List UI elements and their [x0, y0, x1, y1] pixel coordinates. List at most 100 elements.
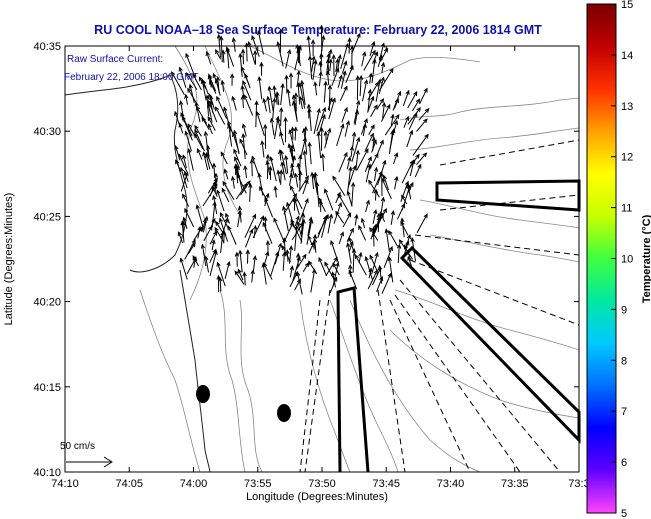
current-vector [179, 123, 184, 134]
current-vector [364, 157, 372, 172]
current-vector-head [251, 155, 256, 161]
current-vector [209, 180, 217, 197]
current-vector-head [306, 35, 311, 41]
current-vector [341, 61, 347, 74]
current-vector-head [250, 269, 255, 275]
current-vector-head [290, 126, 295, 132]
current-vector-head [187, 87, 192, 93]
current-vector-head [214, 226, 219, 232]
current-vector [364, 133, 374, 151]
current-vector [342, 213, 352, 228]
current-vector [408, 113, 418, 130]
current-vector [306, 219, 313, 245]
current-vector [242, 49, 244, 65]
current-vector [381, 104, 391, 122]
current-vector-head [313, 59, 318, 65]
current-vector [336, 124, 344, 147]
current-vector [233, 149, 242, 167]
current-vector [237, 269, 244, 281]
current-vector [216, 96, 227, 119]
current-vector [297, 163, 301, 177]
current-vector [233, 130, 240, 155]
current-vector [418, 108, 430, 121]
current-vector [411, 99, 420, 112]
current-vector-head [223, 168, 228, 174]
y-tick-label: 40:20 [33, 297, 61, 309]
y-tick-label: 40:35 [33, 41, 61, 53]
x-tick-label: 73:40 [437, 478, 465, 490]
current-vector-head [260, 215, 264, 221]
current-vector-head [263, 216, 268, 222]
current-vector-head [279, 131, 284, 137]
current-vector-head [349, 227, 354, 233]
current-vector-head [343, 106, 348, 112]
current-vector-head [423, 213, 428, 219]
y-tick-label: 40:15 [33, 382, 61, 394]
current-vector [328, 98, 336, 120]
current-vector [363, 50, 376, 71]
radar-radial-lines [299, 139, 580, 473]
current-vector [281, 162, 286, 181]
current-vector-head [346, 242, 351, 248]
current-vector-head [203, 130, 209, 136]
current-vector-head [235, 165, 240, 171]
current-vector-head [380, 61, 386, 67]
current-vector-head [207, 74, 212, 80]
current-vector-head [281, 245, 286, 251]
current-vector [193, 227, 203, 241]
current-vector-head [371, 49, 376, 55]
current-vector [202, 216, 208, 233]
current-vector-head [324, 261, 329, 267]
current-vector-head [342, 70, 347, 76]
current-vector-head [216, 274, 221, 280]
current-vector-head [243, 164, 248, 171]
colorbar-tick-label: 12 [621, 152, 633, 164]
current-vector [333, 202, 342, 224]
current-vector-head [369, 132, 374, 138]
current-vector [367, 89, 371, 113]
current-vector [393, 98, 399, 109]
current-vector-head [373, 166, 379, 172]
current-vector [281, 245, 291, 263]
current-vector-head [300, 212, 306, 218]
current-vector-head [387, 272, 392, 278]
current-vector [189, 84, 195, 104]
current-vector-head [370, 95, 375, 101]
current-vector-head [265, 153, 271, 159]
current-vector [372, 52, 378, 64]
current-vector-head [371, 40, 376, 46]
current-vector [207, 116, 216, 131]
current-vector-head [290, 162, 295, 168]
current-vector [263, 98, 267, 112]
current-vector [325, 257, 338, 276]
current-vector-head [216, 261, 221, 267]
current-vector-head [289, 185, 295, 191]
current-vector-head [332, 175, 337, 181]
current-vector [192, 73, 202, 91]
current-vector [224, 169, 229, 180]
current-vector-head [194, 101, 199, 107]
current-vector [298, 175, 309, 192]
current-vector-head [262, 221, 267, 227]
current-vector [332, 176, 346, 197]
current-vector-head [263, 262, 268, 268]
current-vector-head [284, 154, 289, 160]
current-vector-head [215, 48, 220, 55]
current-vector-head [288, 72, 294, 78]
current-vector-head [416, 106, 421, 112]
current-vector [273, 86, 276, 98]
current-vector-head [307, 55, 313, 61]
current-vector-head [289, 221, 294, 227]
current-vector-head [302, 253, 307, 259]
current-vector-head [380, 76, 385, 82]
current-vector-head [174, 144, 179, 150]
current-vector [353, 100, 360, 124]
current-vector-head [286, 201, 291, 207]
current-vector [401, 195, 408, 205]
current-vector-head [196, 148, 201, 154]
current-vector-head [192, 256, 197, 262]
current-vector-head [340, 123, 345, 129]
current-vector [186, 72, 198, 90]
current-vector [178, 232, 184, 244]
current-vector-head [240, 48, 246, 54]
